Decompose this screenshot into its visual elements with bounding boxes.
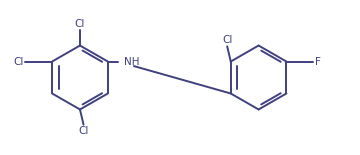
Text: NH: NH [124, 57, 139, 66]
Text: F: F [315, 57, 321, 66]
Text: Cl: Cl [13, 57, 23, 66]
Text: Cl: Cl [222, 35, 232, 45]
Text: Cl: Cl [75, 19, 85, 29]
Text: Cl: Cl [78, 126, 89, 136]
